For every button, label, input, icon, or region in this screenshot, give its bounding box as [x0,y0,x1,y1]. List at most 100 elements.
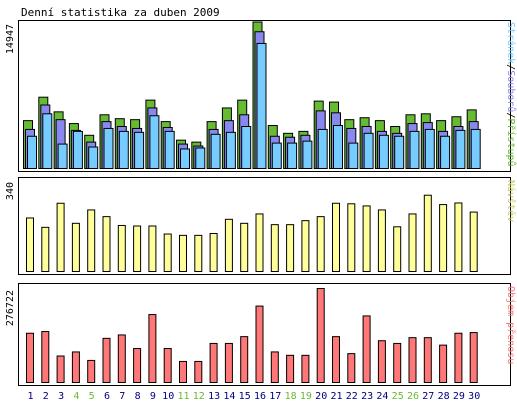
bar-day-15 [240,222,249,273]
bar-day-29 [454,202,463,272]
bar-day-21 [332,336,340,383]
bar-stránek-day-17 [271,142,282,169]
bar-day-4 [71,351,80,383]
bar-day-2 [41,331,50,383]
bar-day-17 [270,351,279,383]
bar-day-29 [454,332,463,383]
bar-day-8 [133,348,142,383]
bar-stránek-day-25 [394,135,405,170]
series-label: Návštěv [505,180,517,222]
x-tick-label-15: 15 [239,391,251,402]
bar-stránek-day-1 [27,135,37,170]
bar-day-6 [102,216,111,272]
x-tick-label-27: 27 [422,391,434,402]
bar-day-3 [56,355,65,383]
bar-stránek-day-26 [409,130,420,170]
x-tick-label-1: 1 [27,391,33,402]
bar-stránek-day-15 [241,125,252,169]
bar-stránek-day-29 [455,129,466,169]
bar-stránek-day-27 [424,128,435,170]
bar-day-27 [423,337,432,383]
bar-day-12 [194,360,203,383]
bar-day-4 [71,222,80,273]
bar-day-16 [255,305,264,383]
bar-stránek-day-18 [287,142,298,169]
bar-stránek-day-11 [180,148,190,170]
x-tick-label-24: 24 [376,391,388,402]
panel-3: 276722 Objem přenosu [5,283,517,386]
bar-day-3 [56,202,65,272]
bar-stránek-day-20 [317,128,328,170]
bar-day-19 [301,220,310,273]
x-tick-label-25: 25 [392,391,404,402]
bar-day-1 [26,217,34,272]
x-tick-label-11: 11 [177,391,189,402]
bar-stránek-day-8 [134,131,145,169]
bar-day-14 [224,342,233,383]
chart-title: Denní statistika za duben 2009 [21,6,220,19]
x-tick-label-3: 3 [58,391,64,402]
panel-1: 14947 Stránek/Souborů/Přístupů [5,20,517,172]
x-tick-label-18: 18 [285,391,297,402]
bar-stránek-day-16 [256,42,267,169]
bar-day-5 [87,209,96,272]
bar-day-20 [316,288,325,383]
legend-separator: / [505,64,516,70]
bar-day-13 [209,342,218,383]
bar-day-10 [163,348,172,383]
x-tick-label-8: 8 [135,391,141,402]
bar-stránek-day-10 [164,130,175,170]
bar-stránek-day-5 [88,146,99,170]
bar-day-18 [286,224,295,272]
x-axis-labels: 1 2 3 4 5 6 7 8 9 10 11 12 13 14 15 16 17 18 19 20 21 22 23 24 2… [27,391,480,402]
series-legend: Stránek/Souborů/Přístupů [505,22,517,167]
bar-stránek-day-19 [302,140,313,169]
bar-day-25 [393,226,402,273]
bar-day-9 [148,314,157,383]
bar-day-30 [469,211,478,272]
bar-day-27 [423,194,432,272]
bar-day-11 [179,234,187,272]
x-tick-label-19: 19 [300,391,312,402]
bar-day-8 [133,225,142,272]
x-tick-label-22: 22 [346,391,358,402]
bar-day-6 [102,337,111,383]
bar-day-13 [209,232,218,272]
x-tick-label-12: 12 [193,391,205,402]
bar-day-10 [163,233,172,273]
x-tick-label-23: 23 [361,391,373,402]
bar-day-2 [41,226,50,273]
bar-stránek-day-23 [363,132,374,169]
bar-stránek-day-21 [333,125,343,169]
bar-stránek-day-14 [225,131,236,169]
bar-day-19 [301,354,310,383]
x-tick-label-20: 20 [315,391,327,402]
bar-day-23 [362,205,371,272]
legend-entry-3: Přístupů [505,118,517,166]
bar-stránek-day-28 [440,135,451,170]
bar-day-28 [439,204,448,273]
bar-stránek-day-30 [470,128,481,170]
bar-day-1 [26,332,34,383]
x-tick-label-17: 17 [269,391,281,402]
bar-day-15 [240,336,249,383]
bar-stránek-day-22 [348,142,359,169]
bar-stránek-day-13 [210,133,221,169]
legend-separator: / [505,112,516,118]
bar-day-22 [347,203,356,272]
bar-day-9 [148,225,157,272]
x-tick-label-29: 29 [453,391,465,402]
bar-day-7 [117,224,126,272]
x-tick-label-9: 9 [150,391,156,402]
x-tick-label-13: 13 [208,391,220,402]
bar-day-11 [179,360,187,383]
series-label: Objem přenosu [505,286,517,364]
x-tick-label-10: 10 [162,391,174,402]
bar-stránek-day-24 [378,134,389,169]
bar-day-26 [408,213,417,273]
bar-stránek-day-6 [103,127,114,169]
x-tick-label-6: 6 [104,391,110,402]
x-tick-label-16: 16 [254,391,266,402]
bar-day-30 [469,332,478,383]
